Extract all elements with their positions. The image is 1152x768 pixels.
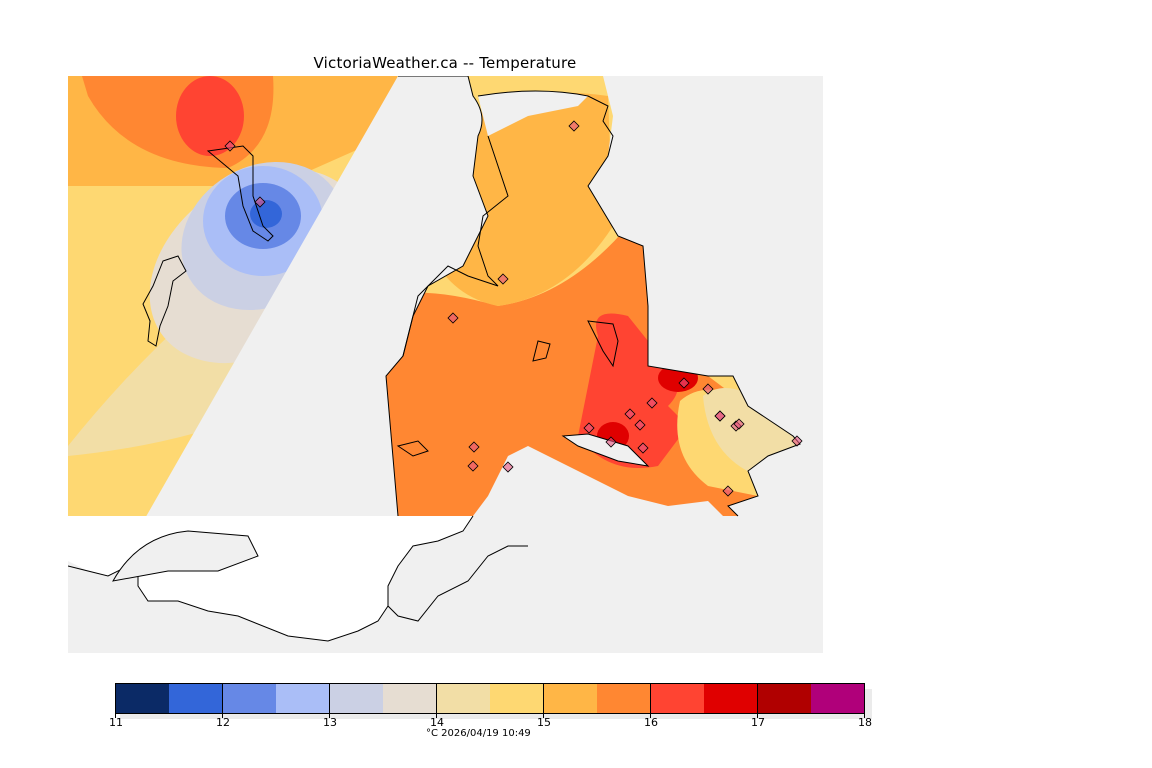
colorbar-tick-label: 17 (751, 716, 765, 729)
coastline-inlet (402, 135, 509, 357)
colorbar-tick (436, 714, 437, 718)
colorbar-segment (437, 684, 490, 713)
harbour (561, 433, 650, 467)
coastline-west-island (142, 255, 187, 347)
colorbar-segment (704, 684, 758, 713)
colorbar-tick (650, 714, 651, 718)
colorbar-tick (222, 714, 223, 718)
colorbar-segment (116, 684, 169, 713)
colorbar-tick (864, 714, 865, 718)
station-marker[interactable] (634, 419, 646, 431)
colorbar-tick (329, 714, 330, 718)
station-marker[interactable] (568, 120, 580, 132)
map-title: VictoriaWeather.ca -- Temperature (0, 54, 890, 72)
station-marker[interactable] (468, 441, 480, 453)
station-markers (224, 120, 803, 497)
colorbar-tick-label: 13 (323, 716, 337, 729)
station-marker[interactable] (583, 422, 595, 434)
colorbar-segment (276, 684, 330, 713)
coastline-north-island (206, 145, 274, 242)
lake-3 (587, 320, 619, 368)
colorbar-tick (543, 714, 544, 718)
coastline-south (68, 565, 389, 642)
station-marker[interactable] (637, 442, 649, 454)
station-marker[interactable] (224, 140, 236, 152)
water-mask (68, 76, 823, 653)
colorbar-segment (597, 684, 651, 713)
colorbar-segment (383, 684, 437, 713)
colorbar-segment (811, 684, 864, 713)
colorbar-tick-label: 12 (216, 716, 230, 729)
colorbar-tick-label: 14 (430, 716, 444, 729)
colorbar-segment (758, 684, 811, 713)
islands-south (112, 530, 259, 582)
station-marker[interactable] (714, 410, 726, 422)
station-marker[interactable] (702, 383, 714, 395)
coastline-southeast (387, 515, 528, 622)
lake-2 (532, 340, 551, 362)
station-marker[interactable] (497, 273, 509, 285)
station-marker[interactable] (646, 397, 658, 409)
station-marker[interactable] (791, 435, 803, 447)
colorbar-segment (544, 684, 597, 713)
colorbar-tick-label: 18 (858, 716, 872, 729)
coastline-west-peninsula (385, 76, 489, 517)
colorbar-segment (169, 684, 223, 713)
colorbar (115, 683, 865, 714)
colorbar-segment (651, 684, 704, 713)
station-marker[interactable] (254, 196, 266, 208)
colorbar-segment (490, 684, 544, 713)
lake-1 (396, 440, 429, 457)
station-marker[interactable] (733, 418, 745, 430)
colorbar-segment (223, 684, 276, 713)
station-marker[interactable] (722, 485, 734, 497)
map-title-text: VictoriaWeather.ca -- Temperature (313, 54, 577, 72)
station-marker[interactable] (447, 312, 459, 324)
temperature-map[interactable] (68, 76, 823, 653)
colorbar-subtitle: °C 2026/04/19 10:49 (426, 728, 531, 739)
station-marker[interactable] (502, 461, 514, 473)
field-16-5 (176, 76, 244, 156)
colorbar-tick (115, 714, 116, 718)
station-marker[interactable] (678, 377, 690, 389)
map-canvas (68, 76, 823, 653)
station-marker[interactable] (624, 408, 636, 420)
station-marker[interactable] (467, 460, 479, 472)
colorbar-tick-label: 15 (537, 716, 551, 729)
field-12 (250, 200, 282, 228)
colorbar-tick (757, 714, 758, 718)
station-marker[interactable] (605, 436, 617, 448)
colorbar-tick-label: 16 (644, 716, 658, 729)
colorbar-tick-label: 11 (109, 716, 123, 729)
colorbar-segment (330, 684, 383, 713)
